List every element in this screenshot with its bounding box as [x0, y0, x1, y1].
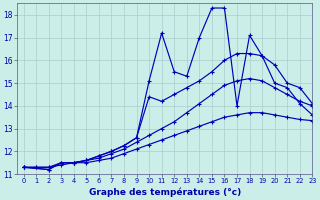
X-axis label: Graphe des températures (°c): Graphe des températures (°c) — [89, 187, 241, 197]
